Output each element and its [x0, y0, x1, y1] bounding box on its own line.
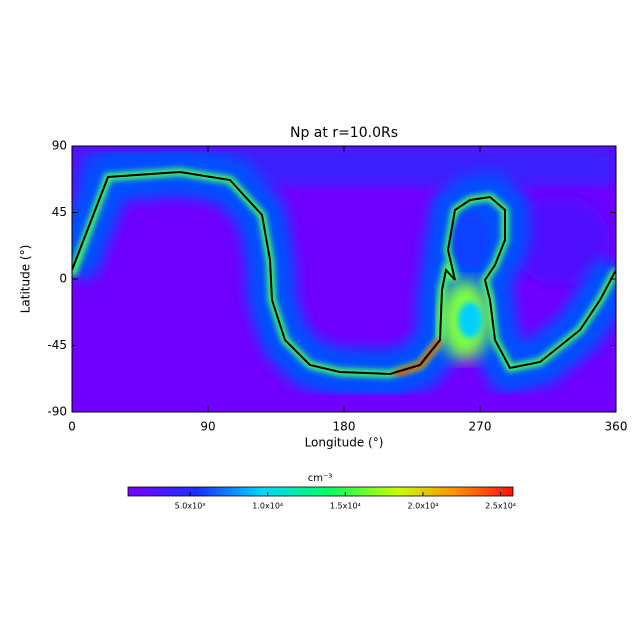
- colorbar-tick-label: 2.5x10⁴: [485, 502, 516, 511]
- colorbar-label: cm⁻³: [308, 473, 333, 484]
- x-tick-label: 360: [605, 420, 628, 434]
- x-axis-label: Longitude (°): [305, 436, 384, 450]
- colorbar-tick-label: 2.0x10⁴: [408, 502, 439, 511]
- y-tick-label: 0: [59, 272, 67, 286]
- chart-title: Np at r=10.0Rs: [290, 125, 398, 141]
- y-axis-label: Latitude (°): [19, 245, 33, 314]
- x-tick-label: 180: [333, 420, 356, 434]
- x-tick-label: 0: [68, 420, 76, 434]
- y-tick-label: -90: [47, 405, 67, 419]
- colorbar-tick-label: 1.5x10⁴: [330, 502, 361, 511]
- y-tick-label: -45: [47, 338, 67, 352]
- x-tick-label: 90: [200, 420, 215, 434]
- heatmap-field: [72, 146, 616, 412]
- y-tick-label: 90: [52, 139, 67, 153]
- y-tick-label: 45: [52, 205, 67, 219]
- colorbar-tick-label: 1.0x10⁴: [252, 502, 283, 511]
- colorbar-tick-label: 5.0x10³: [175, 502, 206, 511]
- colorbar-scale: [127, 486, 514, 497]
- x-tick-label: 270: [469, 420, 492, 434]
- colorbar: cm⁻³ 5.0x10³ 1.0x10⁴ 1.5x10⁴ 2.0x10⁴ 2.5x10⁴: [127, 473, 516, 511]
